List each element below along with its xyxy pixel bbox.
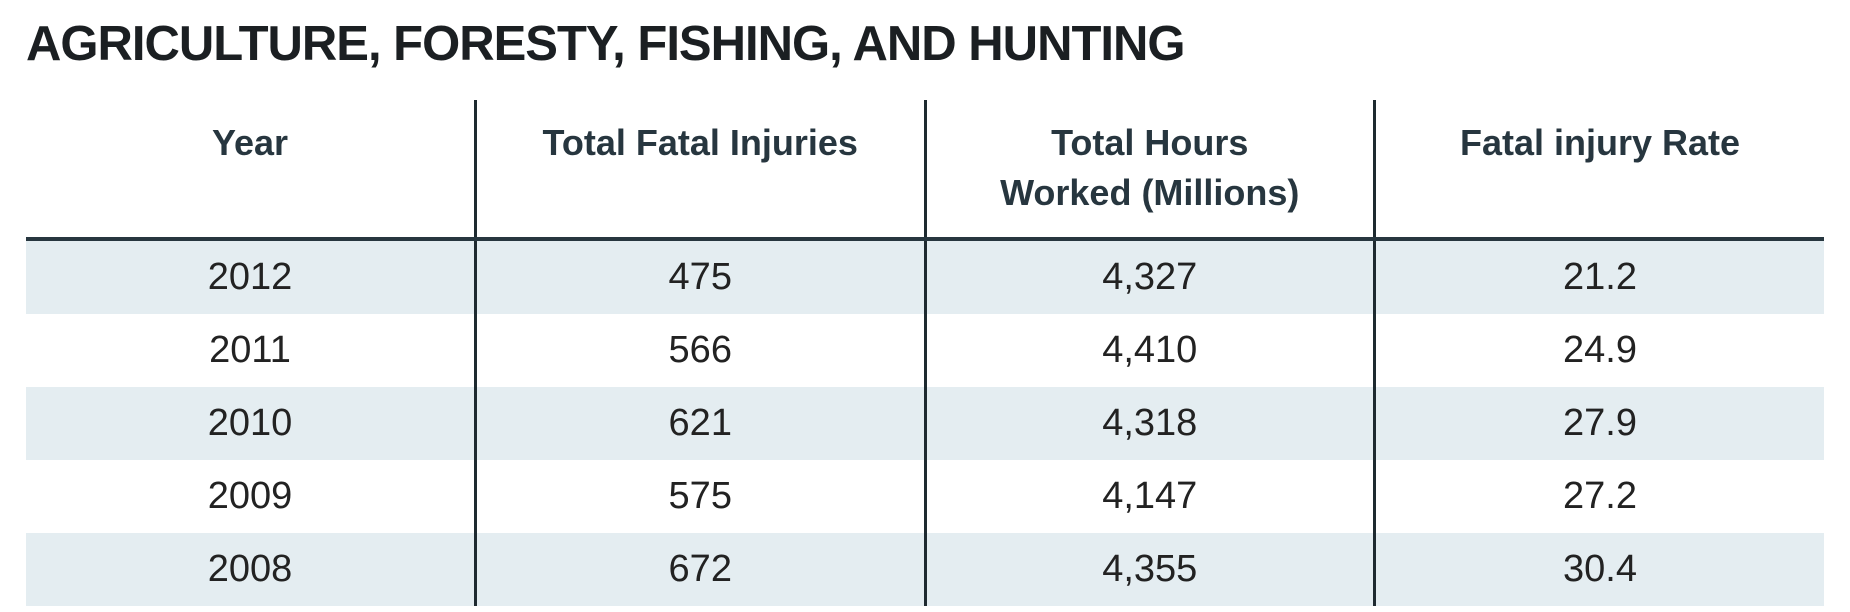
table-cell: 2010: [26, 387, 476, 460]
table-body: 2012 475 4,327 21.2 2011 566 4,410 24.9 2010 621 4…: [26, 239, 1824, 606]
table-cell: 4,318: [923, 387, 1375, 460]
table-cell: 4,327: [923, 239, 1375, 314]
table-cell: 2011: [209, 329, 291, 371]
table-cell: 30.4: [1373, 533, 1824, 606]
data-table: Year Total Fatal Injuries Total Hours Work…: [26, 100, 1824, 606]
table-cell: 672: [474, 533, 925, 606]
table-row: 2009 575 4,147 27.2: [26, 460, 1824, 533]
table-cell: 4,355: [923, 533, 1375, 606]
table-cell: 575: [474, 460, 925, 533]
column-header: Total Hours Worked (Millions): [923, 100, 1375, 241]
table-cell: 2008: [26, 533, 476, 606]
table-row: 2010 621 4,318 27.9: [26, 387, 1824, 460]
table-cell: 2012: [26, 239, 476, 314]
table-cell: 2009: [207, 475, 293, 517]
title: AGRICULTURE, FORESTY, FISHING, AND HUNTI…: [26, 17, 1185, 71]
column-header: Year: [26, 100, 476, 241]
table-cell: 566: [474, 314, 925, 387]
table-cell: 621: [474, 387, 925, 460]
table-cell: 4,410: [923, 314, 1375, 387]
table-cell: 4,147: [923, 460, 1375, 533]
column-header: Fatal injury Rate: [1373, 100, 1824, 241]
table-cell: 21.2: [1373, 239, 1824, 314]
header-row: Year Total Fatal Injuries Total Hours Work…: [26, 100, 1824, 241]
table-row: 2008 672 4,355 30.4: [26, 533, 1824, 606]
table-cell: 475: [474, 239, 925, 314]
column-header: Total Fatal Injuries: [474, 100, 925, 241]
table-row: 2011 566 4,410 24.9: [26, 314, 1824, 387]
table-header: Year Total Fatal Injuries Total Hours Work…: [26, 100, 1824, 241]
table-cell: 27.9: [1373, 387, 1824, 460]
table-row: 2012 475 4,327 21.2: [26, 239, 1824, 314]
table-cell: 27.2: [1373, 460, 1824, 533]
table-cell: 24.9: [1373, 314, 1824, 387]
